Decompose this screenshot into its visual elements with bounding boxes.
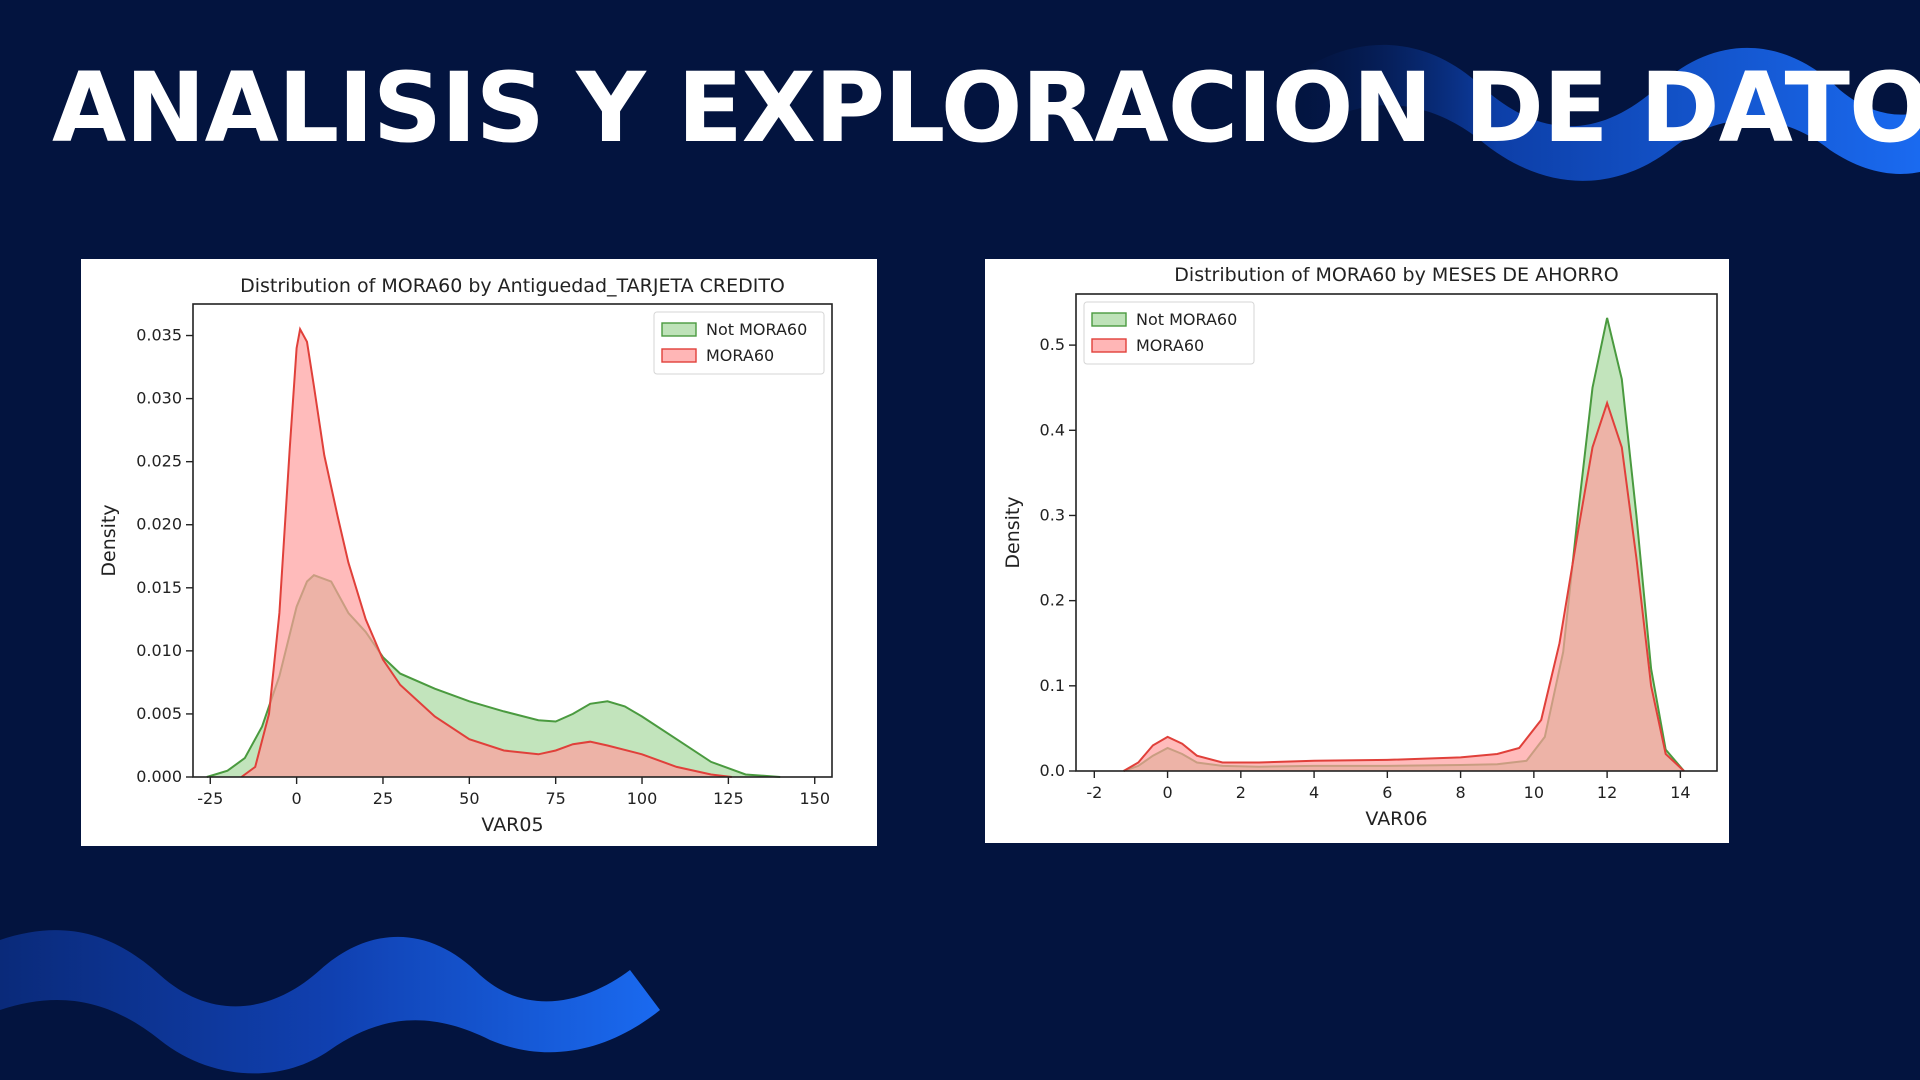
x-tick-label: 6 — [1382, 783, 1392, 802]
x-tick-label: 0 — [1162, 783, 1172, 802]
y-tick-label: 0.010 — [136, 641, 182, 660]
y-tick-label: 0.3 — [1040, 505, 1065, 524]
legend-swatch-0 — [661, 322, 697, 337]
x-axis-label: VAR05 — [481, 814, 543, 836]
x-tick-label: -2 — [1086, 783, 1102, 802]
y-tick-label: 0.020 — [136, 515, 182, 534]
bottom-left-wave — [0, 930, 660, 1074]
y-tick-label: 0.025 — [136, 452, 182, 471]
x-tick-label: 2 — [1236, 783, 1246, 802]
x-tick-label: 4 — [1309, 783, 1319, 802]
x-tick-label: 125 — [713, 789, 744, 808]
density-area-1 — [241, 329, 732, 777]
y-tick-label: 0.0 — [1040, 761, 1065, 780]
plot-frame — [192, 303, 833, 778]
chart-meses-ahorro: Distribution of MORA60 by MESES DE AHORR… — [1002, 264, 1718, 830]
top-right-wave — [1270, 44, 1920, 181]
chart-antiguedad: Distribution of MORA60 by Antiguedad_TAR… — [98, 275, 833, 836]
x-tick-label: 25 — [373, 789, 393, 808]
x-tick-label: 10 — [1524, 783, 1544, 802]
y-tick-label: 0.000 — [136, 767, 182, 786]
plot-frame — [1075, 293, 1718, 772]
legend-label-0: Not MORA60 — [1136, 310, 1237, 329]
chart-title: Distribution of MORA60 by Antiguedad_TAR… — [240, 275, 785, 297]
x-tick-label: -25 — [197, 789, 223, 808]
legend-swatch-1 — [661, 348, 697, 363]
y-tick-label: 0.015 — [136, 578, 182, 597]
y-tick-label: 0.005 — [136, 704, 182, 723]
slide-title: ANALISIS Y EXPLORACION DE DATOS — [52, 52, 1920, 164]
chart-legend: Not MORA60 MORA60 — [653, 311, 825, 375]
x-tick-label: 50 — [459, 789, 479, 808]
x-tick-label: 100 — [627, 789, 658, 808]
y-tick-label: 0.4 — [1040, 420, 1065, 439]
density-line-1 — [240, 326, 732, 778]
x-tick-label: 0 — [292, 789, 302, 808]
y-tick-label: 0.5 — [1040, 335, 1065, 354]
x-tick-label: 14 — [1670, 783, 1690, 802]
chart-card-antiguedad: Distribution of MORA60 by Antiguedad_TAR… — [81, 259, 877, 846]
y-tick-label: 0.035 — [136, 326, 182, 345]
density-line-1 — [1123, 399, 1685, 772]
x-tick-label: 8 — [1456, 783, 1466, 802]
chart-legend: Not MORA60 MORA60 — [1083, 301, 1255, 365]
x-axis-label: VAR06 — [1365, 808, 1427, 830]
y-tick-label: 0.2 — [1040, 591, 1065, 610]
legend-swatch-0 — [1091, 312, 1127, 327]
x-tick-label: 12 — [1597, 783, 1617, 802]
legend-swatch-1 — [1091, 338, 1127, 353]
y-tick-label: 0.1 — [1040, 676, 1065, 695]
density-area-1 — [1123, 403, 1684, 771]
legend-label-1: MORA60 — [1136, 336, 1204, 355]
legend-label-0: Not MORA60 — [706, 320, 807, 339]
chart-card-meses-ahorro: Distribution of MORA60 by MESES DE AHORR… — [985, 259, 1729, 843]
y-axis-label: Density — [1002, 496, 1024, 568]
legend-label-1: MORA60 — [706, 346, 774, 365]
y-tick-label: 0.030 — [136, 389, 182, 408]
y-axis-label: Density — [98, 504, 120, 576]
x-tick-label: 150 — [799, 789, 830, 808]
chart-title: Distribution of MORA60 by MESES DE AHORR… — [1174, 264, 1618, 286]
x-tick-label: 75 — [545, 789, 565, 808]
